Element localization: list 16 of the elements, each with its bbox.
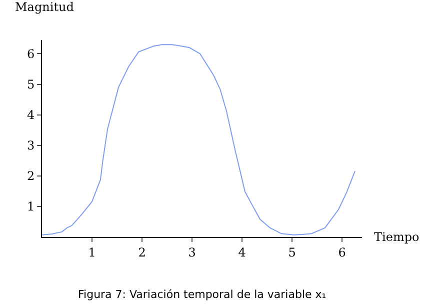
text: Figura 7: Variación temporal de la variable x₁: [78, 288, 326, 301]
x-tick-label: 5: [288, 245, 296, 260]
y-tick-label: 5: [26, 77, 35, 92]
x-tick-label: 4: [238, 245, 246, 260]
x-tick-label: 1: [88, 245, 96, 260]
y-tick-label: 4: [26, 108, 35, 122]
y-axis-title: Magnitud: [15, 0, 74, 14]
y-tick-label: 1: [26, 200, 35, 214]
line-series: [42, 44, 356, 236]
x-tick-label: 6: [338, 245, 346, 260]
x-tick-label: 3: [188, 245, 196, 260]
y-tick-label: 3: [26, 138, 35, 153]
y-tick-label: 2: [26, 169, 35, 184]
x-tick-label: 2: [138, 245, 146, 260]
x-axis-title: Tiempo: [374, 230, 420, 244]
y-tick-label: 6: [26, 46, 35, 61]
